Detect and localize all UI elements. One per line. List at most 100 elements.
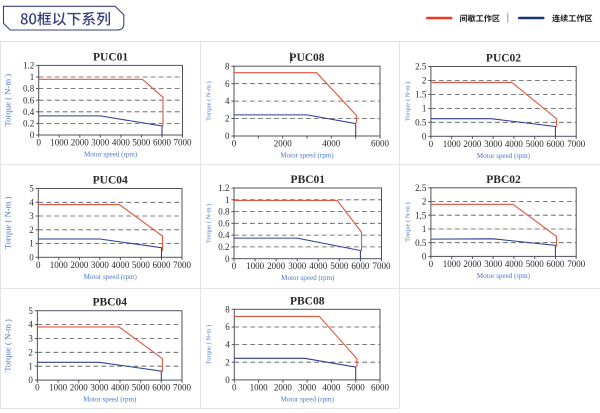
svg-text:1000: 1000 (50, 138, 69, 148)
svg-text:3000: 3000 (298, 382, 317, 392)
svg-text:5000: 5000 (330, 261, 349, 271)
svg-text:2: 2 (28, 347, 33, 357)
svg-text:4000: 4000 (111, 382, 130, 392)
svg-text:4: 4 (225, 339, 230, 349)
svg-text:4: 4 (225, 96, 230, 106)
svg-text:1: 1 (421, 104, 426, 114)
svg-text:Torque ( N-m ): Torque ( N-m ) (206, 204, 213, 243)
svg-text:6: 6 (225, 322, 230, 332)
svg-text:3000: 3000 (91, 260, 110, 270)
svg-text:5000: 5000 (132, 382, 151, 392)
svg-text:PUC04: PUC04 (93, 175, 128, 187)
svg-text:Motor speed (rpm): Motor speed (rpm) (280, 152, 334, 160)
svg-text:PUC01: PUC01 (93, 51, 128, 63)
svg-text:5000: 5000 (132, 260, 151, 270)
svg-text:4: 4 (28, 319, 33, 329)
svg-text:Motor speed (rpm): Motor speed (rpm) (281, 274, 335, 282)
svg-text:3000: 3000 (90, 382, 109, 392)
svg-text:5000: 5000 (132, 138, 151, 148)
svg-text:PBC01: PBC01 (291, 174, 326, 186)
svg-text:7000: 7000 (567, 259, 586, 269)
svg-text:4000: 4000 (309, 261, 328, 271)
svg-text:0: 0 (421, 131, 426, 141)
svg-text:0: 0 (36, 138, 41, 148)
svg-text:0: 0 (225, 131, 230, 141)
svg-text:Motor speed (rpm): Motor speed (rpm) (476, 152, 530, 160)
svg-text:4: 4 (29, 197, 34, 207)
svg-text:2: 2 (225, 357, 230, 367)
svg-text:2000: 2000 (274, 382, 293, 392)
svg-text:5: 5 (29, 184, 34, 194)
svg-text:2000: 2000 (267, 261, 286, 271)
svg-text:1000: 1000 (442, 139, 461, 149)
svg-text:2.5: 2.5 (415, 62, 427, 72)
svg-text:Motor speed (rpm): Motor speed (rpm) (281, 395, 335, 403)
svg-text:6000: 6000 (546, 259, 565, 269)
svg-text:1: 1 (29, 239, 34, 249)
svg-text:6000: 6000 (153, 260, 172, 270)
svg-text:4000: 4000 (111, 260, 130, 270)
svg-text:2000: 2000 (274, 139, 293, 149)
svg-text:5000: 5000 (525, 259, 544, 269)
svg-text:0.5: 0.5 (415, 117, 427, 127)
svg-text:1.2: 1.2 (218, 183, 229, 193)
svg-text:8: 8 (225, 304, 230, 314)
svg-text:4000: 4000 (112, 138, 131, 148)
svg-text:7000: 7000 (173, 260, 192, 270)
svg-text:0.8: 0.8 (23, 84, 35, 94)
svg-text:Torque ( N-m ): Torque ( N-m ) (404, 202, 411, 241)
svg-text:2000: 2000 (70, 260, 89, 270)
svg-text:1.2: 1.2 (23, 61, 34, 71)
svg-text:4000: 4000 (504, 139, 523, 149)
svg-text:8: 8 (225, 61, 230, 71)
svg-text:Motor speed (rpm): Motor speed (rpm) (476, 272, 530, 280)
svg-text:1000: 1000 (246, 261, 265, 271)
svg-text:0: 0 (232, 139, 237, 149)
svg-text:6000: 6000 (546, 139, 565, 149)
svg-text:0.8: 0.8 (218, 207, 230, 217)
svg-text:0.5: 0.5 (415, 238, 427, 248)
svg-text:0: 0 (36, 260, 41, 270)
svg-text:Motor speed (rpm): Motor speed (rpm) (83, 395, 137, 403)
svg-text:1: 1 (30, 72, 35, 82)
svg-text:0: 0 (225, 254, 230, 264)
svg-text:4000: 4000 (504, 259, 523, 269)
svg-text:PUC02: PUC02 (485, 53, 520, 65)
svg-text:5: 5 (28, 305, 33, 315)
svg-text:4000: 4000 (322, 382, 341, 392)
svg-text:4000: 4000 (322, 139, 341, 149)
svg-text:1: 1 (28, 361, 33, 371)
svg-text:7000: 7000 (373, 261, 392, 271)
svg-text:1: 1 (421, 224, 426, 234)
svg-text:1000: 1000 (250, 382, 269, 392)
svg-text:0: 0 (30, 130, 35, 140)
svg-text:6000: 6000 (371, 139, 390, 149)
svg-text:0.4: 0.4 (23, 107, 35, 117)
svg-text:0: 0 (225, 375, 230, 385)
svg-text:0: 0 (29, 252, 34, 262)
svg-text:6000: 6000 (153, 138, 172, 148)
svg-text:0.2: 0.2 (23, 119, 34, 129)
svg-text:2.5: 2.5 (415, 183, 427, 193)
svg-text:1000: 1000 (442, 259, 461, 269)
svg-text:0: 0 (232, 382, 237, 392)
svg-text:0.6: 0.6 (23, 95, 35, 105)
svg-text:3: 3 (28, 333, 33, 343)
svg-text:2: 2 (225, 114, 230, 124)
svg-text:0: 0 (232, 261, 237, 271)
svg-text:1000: 1000 (49, 382, 68, 392)
svg-text:PBC02: PBC02 (486, 174, 521, 186)
svg-text:2: 2 (29, 225, 34, 235)
svg-text:0: 0 (428, 259, 433, 269)
svg-text:3000: 3000 (484, 139, 503, 149)
svg-text:2000: 2000 (70, 382, 89, 392)
svg-text:0: 0 (28, 375, 33, 385)
svg-text:0: 0 (35, 382, 40, 392)
svg-text:3000: 3000 (91, 138, 110, 148)
svg-text:Torque ( N-m ): Torque ( N-m ) (206, 81, 213, 120)
svg-text:Torque ( N-m ): Torque ( N-m ) (3, 74, 13, 127)
svg-text:6000: 6000 (351, 261, 370, 271)
svg-text:0.4: 0.4 (218, 230, 230, 240)
svg-text:2: 2 (421, 76, 426, 86)
svg-text:5000: 5000 (525, 139, 544, 149)
